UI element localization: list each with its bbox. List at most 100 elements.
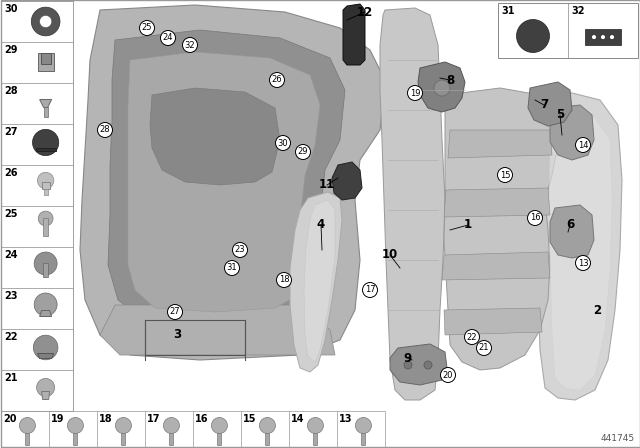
Circle shape <box>40 15 52 28</box>
Circle shape <box>497 168 513 182</box>
Polygon shape <box>40 310 52 316</box>
Circle shape <box>115 418 131 434</box>
Text: 21: 21 <box>479 344 489 353</box>
Bar <box>170 434 173 445</box>
Text: 10: 10 <box>382 249 398 262</box>
Circle shape <box>600 34 605 39</box>
Bar <box>1 247 73 288</box>
Text: 9: 9 <box>404 352 412 365</box>
Bar <box>1 370 73 411</box>
Text: 15: 15 <box>243 414 257 424</box>
Text: 5: 5 <box>556 108 564 121</box>
Bar <box>1 288 73 329</box>
Polygon shape <box>418 62 465 112</box>
Text: 24: 24 <box>4 250 17 260</box>
Polygon shape <box>304 200 335 362</box>
Polygon shape <box>442 252 550 280</box>
Text: 2: 2 <box>593 303 601 316</box>
Text: 22: 22 <box>467 332 477 341</box>
Polygon shape <box>38 53 54 72</box>
Circle shape <box>575 138 591 152</box>
Polygon shape <box>100 305 335 355</box>
Bar <box>498 3 638 58</box>
Circle shape <box>97 122 113 138</box>
Bar <box>266 434 269 445</box>
Circle shape <box>38 211 53 226</box>
Text: 31: 31 <box>227 263 237 272</box>
Polygon shape <box>448 130 552 158</box>
Text: 13: 13 <box>578 258 588 267</box>
Bar <box>1 83 73 124</box>
Text: 1: 1 <box>464 219 472 232</box>
Polygon shape <box>550 205 594 258</box>
Bar <box>1 165 73 206</box>
Circle shape <box>232 242 248 258</box>
Circle shape <box>355 418 371 434</box>
Polygon shape <box>42 392 50 400</box>
Text: 12: 12 <box>357 5 373 18</box>
Circle shape <box>182 38 198 52</box>
Text: 19: 19 <box>51 414 65 424</box>
Bar <box>1 42 73 83</box>
Circle shape <box>516 20 550 52</box>
Bar <box>43 219 48 237</box>
Circle shape <box>36 379 54 396</box>
Polygon shape <box>80 5 385 360</box>
Text: 18: 18 <box>278 276 289 284</box>
Text: 28: 28 <box>100 125 110 134</box>
Bar <box>44 190 47 195</box>
Text: 26: 26 <box>272 76 282 85</box>
Circle shape <box>434 80 450 96</box>
Polygon shape <box>150 88 280 185</box>
Polygon shape <box>128 52 320 312</box>
Text: 21: 21 <box>4 373 17 383</box>
Text: 26: 26 <box>4 168 17 178</box>
Text: 25: 25 <box>4 209 17 219</box>
Text: 18: 18 <box>99 414 113 424</box>
Circle shape <box>168 305 182 319</box>
Text: 23: 23 <box>235 246 245 254</box>
Polygon shape <box>444 308 542 335</box>
Text: 17: 17 <box>147 414 161 424</box>
Text: 14: 14 <box>578 141 588 150</box>
Polygon shape <box>343 4 365 65</box>
Text: 8: 8 <box>446 73 454 86</box>
Polygon shape <box>42 182 50 190</box>
Bar <box>1 124 73 165</box>
Circle shape <box>362 283 378 297</box>
Text: 25: 25 <box>141 23 152 33</box>
Text: 27: 27 <box>4 127 17 137</box>
Text: 16: 16 <box>195 414 209 424</box>
Text: 29: 29 <box>4 45 17 55</box>
Polygon shape <box>36 148 56 151</box>
Polygon shape <box>390 344 447 385</box>
Polygon shape <box>585 29 621 45</box>
Text: 441745: 441745 <box>601 434 635 443</box>
Text: 14: 14 <box>291 414 305 424</box>
Text: 30: 30 <box>278 138 288 147</box>
Polygon shape <box>41 53 51 65</box>
Circle shape <box>275 135 291 151</box>
Bar <box>74 434 77 445</box>
Text: 20: 20 <box>3 414 17 424</box>
Text: 16: 16 <box>530 214 540 223</box>
Text: 27: 27 <box>170 307 180 316</box>
Text: 3: 3 <box>173 328 181 341</box>
Text: 23: 23 <box>4 291 17 301</box>
Circle shape <box>34 293 57 316</box>
Text: 20: 20 <box>443 370 453 379</box>
Bar <box>1 329 73 370</box>
Circle shape <box>31 7 60 36</box>
Circle shape <box>33 129 59 155</box>
Polygon shape <box>549 110 612 390</box>
Circle shape <box>211 418 227 434</box>
Text: 29: 29 <box>298 147 308 156</box>
Circle shape <box>34 252 57 275</box>
Bar <box>26 434 29 445</box>
Bar <box>43 263 48 277</box>
Text: 28: 28 <box>4 86 18 96</box>
Circle shape <box>225 260 239 276</box>
Circle shape <box>296 145 310 159</box>
Text: 17: 17 <box>365 285 375 294</box>
Circle shape <box>276 272 291 288</box>
